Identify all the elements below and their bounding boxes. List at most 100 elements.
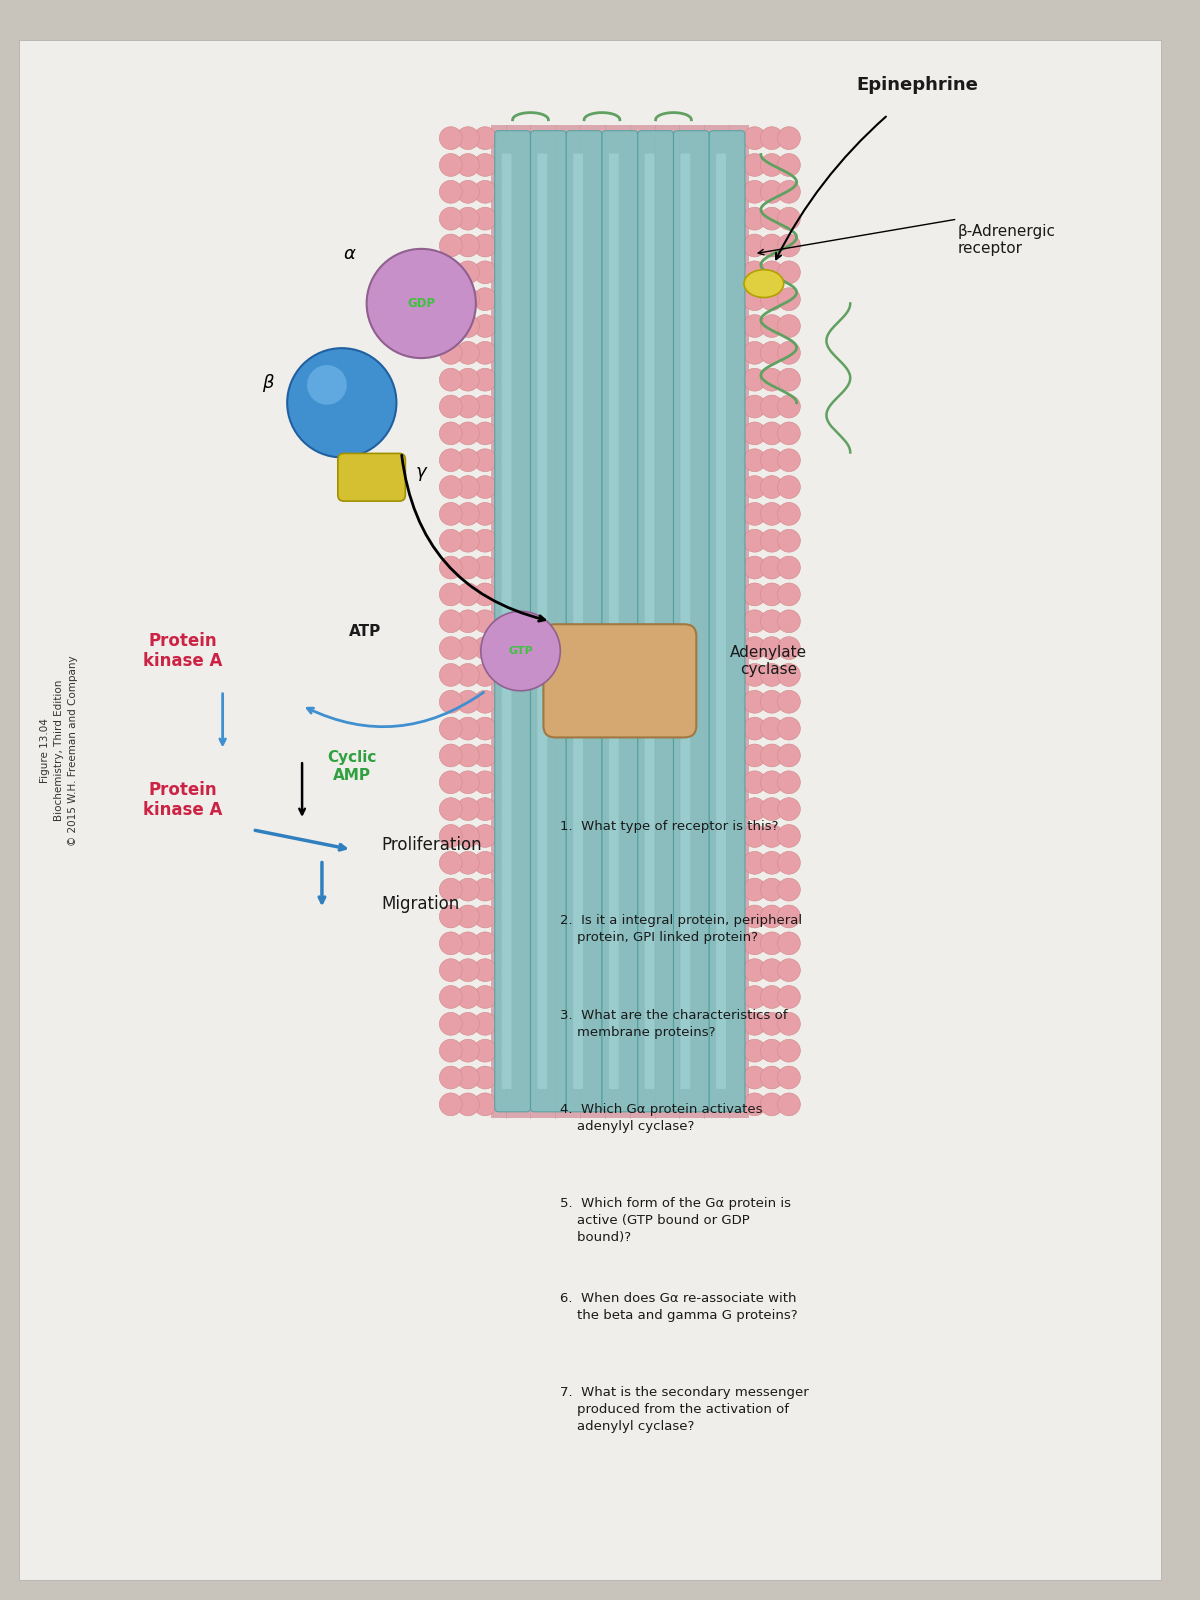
Circle shape [474,906,497,928]
Circle shape [474,154,497,176]
Circle shape [761,906,784,928]
Circle shape [743,234,766,258]
Text: 1.  What type of receptor is this?: 1. What type of receptor is this? [560,819,779,834]
Circle shape [367,250,476,358]
Circle shape [439,1066,462,1090]
Circle shape [439,931,462,955]
Circle shape [439,690,462,714]
Circle shape [743,1040,766,1062]
Circle shape [456,368,479,390]
Text: Protein
kinase A: Protein kinase A [143,781,223,819]
Circle shape [743,958,766,981]
Circle shape [743,288,766,310]
Circle shape [761,664,784,686]
Circle shape [761,530,784,552]
Circle shape [456,1013,479,1035]
Circle shape [761,878,784,901]
Text: Proliferation: Proliferation [382,835,482,854]
Text: GTP: GTP [508,646,533,656]
Circle shape [474,126,497,149]
Text: Cyclic
AMP: Cyclic AMP [328,750,377,782]
Circle shape [439,906,462,928]
Circle shape [456,986,479,1008]
Circle shape [778,315,800,338]
Circle shape [743,422,766,445]
Circle shape [761,958,784,981]
FancyBboxPatch shape [530,131,566,1112]
Circle shape [439,368,462,390]
Circle shape [761,771,784,794]
Circle shape [761,368,784,390]
Circle shape [761,931,784,955]
Circle shape [474,557,497,579]
Circle shape [743,610,766,632]
Circle shape [474,958,497,981]
Circle shape [456,422,479,445]
FancyBboxPatch shape [574,154,583,1090]
Circle shape [456,154,479,176]
Circle shape [474,448,497,472]
FancyBboxPatch shape [709,131,745,1112]
Circle shape [474,530,497,552]
Circle shape [474,181,497,203]
Circle shape [761,395,784,418]
Circle shape [456,610,479,632]
Circle shape [761,475,784,499]
Circle shape [456,1093,479,1115]
FancyBboxPatch shape [502,154,511,1090]
Circle shape [439,637,462,659]
Circle shape [761,1093,784,1115]
Text: Migration: Migration [382,896,460,914]
Circle shape [761,1040,784,1062]
Circle shape [761,341,784,365]
Circle shape [474,582,497,606]
Circle shape [474,824,497,848]
Circle shape [778,154,800,176]
Circle shape [778,931,800,955]
Circle shape [307,365,347,405]
Circle shape [743,1093,766,1115]
Circle shape [439,664,462,686]
Circle shape [439,448,462,472]
Circle shape [778,986,800,1008]
Text: GDP: GDP [407,298,436,310]
Circle shape [456,288,479,310]
Circle shape [456,906,479,928]
Circle shape [761,181,784,203]
Circle shape [474,717,497,741]
Circle shape [474,771,497,794]
Circle shape [778,368,800,390]
FancyBboxPatch shape [538,154,547,1090]
Circle shape [761,422,784,445]
Circle shape [778,637,800,659]
Text: β: β [262,374,274,392]
Circle shape [743,986,766,1008]
Circle shape [778,1066,800,1090]
Circle shape [778,422,800,445]
Circle shape [778,341,800,365]
FancyBboxPatch shape [338,453,406,501]
Circle shape [778,878,800,901]
Circle shape [439,582,462,606]
Circle shape [743,798,766,821]
Circle shape [778,664,800,686]
Circle shape [439,1040,462,1062]
Circle shape [474,261,497,283]
Circle shape [761,448,784,472]
Circle shape [761,234,784,258]
Circle shape [439,958,462,981]
Circle shape [456,878,479,901]
Text: 3.  What are the characteristics of
    membrane proteins?: 3. What are the characteristics of membr… [560,1008,787,1038]
Circle shape [439,234,462,258]
Circle shape [743,181,766,203]
Circle shape [743,637,766,659]
Circle shape [778,261,800,283]
Circle shape [778,1013,800,1035]
Circle shape [778,181,800,203]
Circle shape [439,610,462,632]
Circle shape [456,851,479,874]
Circle shape [439,530,462,552]
Circle shape [474,798,497,821]
Circle shape [743,931,766,955]
Circle shape [439,126,462,149]
